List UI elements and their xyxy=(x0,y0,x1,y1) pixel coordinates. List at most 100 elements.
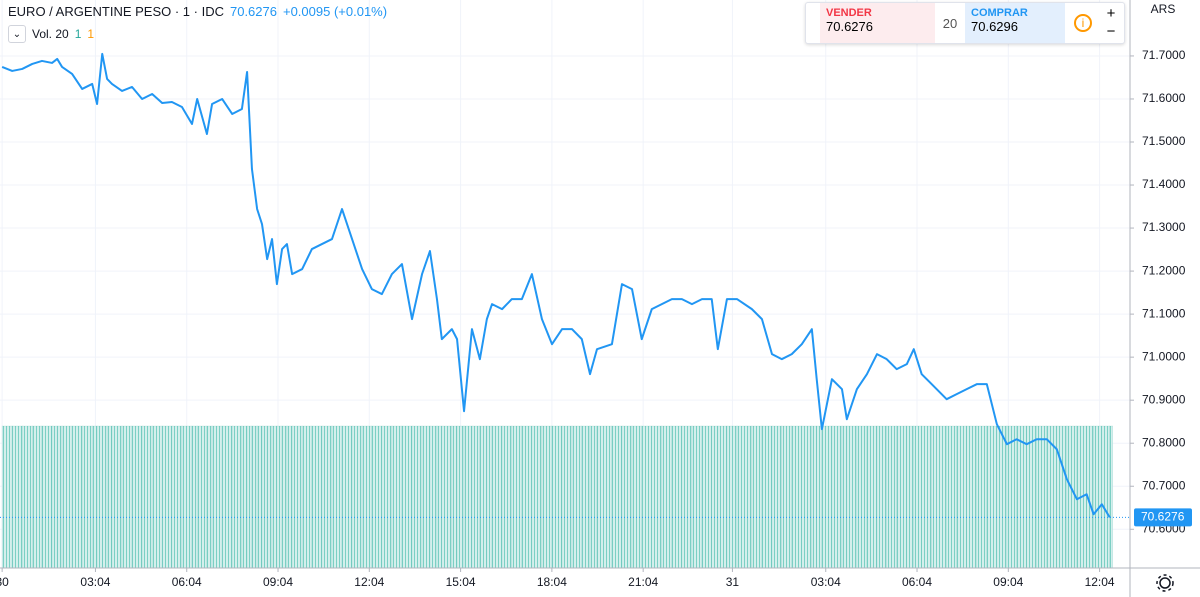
x-tick-label: 03:04 xyxy=(80,575,110,589)
volume-bar xyxy=(701,425,712,569)
volume-bar xyxy=(56,425,63,569)
volume-bar xyxy=(1101,425,1110,569)
x-tick-label: 06:04 xyxy=(172,575,202,589)
volume-bar xyxy=(96,425,103,569)
y-tick-label: 71.3000 xyxy=(1142,220,1186,234)
buy-price: 70.6296 xyxy=(971,19,1018,34)
volume-bar xyxy=(931,425,947,569)
volume-bar xyxy=(1006,425,1017,569)
volume-bar xyxy=(251,425,258,569)
volume-bar xyxy=(801,425,813,569)
volume-bar xyxy=(106,425,113,569)
volume-bar xyxy=(246,425,253,569)
volume-bar xyxy=(211,425,223,569)
symbol: EURO / ARGENTINE PESO · 1 · IDC xyxy=(8,4,224,19)
volume-bar xyxy=(81,425,93,569)
volume-bar xyxy=(913,425,922,569)
volume-bar xyxy=(501,425,513,569)
volume-bar xyxy=(401,425,413,569)
x-tick-label: 12:04 xyxy=(354,575,384,589)
volume-bar xyxy=(286,425,293,569)
volume-bar xyxy=(281,425,288,569)
volume-bar xyxy=(411,425,423,569)
volume-bar xyxy=(831,425,843,569)
volume-bar xyxy=(221,425,233,569)
volume-bar xyxy=(361,425,373,569)
x-tick-label: 06:04 xyxy=(902,575,932,589)
volume-bar xyxy=(151,425,163,569)
volume-bar xyxy=(946,425,957,569)
volume-bar xyxy=(266,425,273,569)
quantity[interactable]: 20 xyxy=(942,15,958,31)
volume-bar xyxy=(381,425,393,569)
volume-bar xyxy=(486,425,493,569)
x-tick-label: 18:04 xyxy=(537,575,567,589)
buy-button[interactable]: COMPRAR 70.6296 xyxy=(965,3,1065,43)
volume-bar xyxy=(241,425,248,569)
volume-bar xyxy=(276,425,283,569)
minus-button[interactable]: − xyxy=(1106,23,1116,40)
volume-bar xyxy=(611,425,623,569)
y-tick-label: 70.7000 xyxy=(1142,478,1186,492)
volume-bar xyxy=(717,425,728,569)
volume-bar xyxy=(781,425,793,569)
volume-bar xyxy=(681,425,693,569)
y-tick-label: 71.2000 xyxy=(1142,263,1186,277)
plus-button[interactable]: + xyxy=(1106,5,1116,22)
volume-bar xyxy=(896,425,908,569)
volume-bar xyxy=(441,425,453,569)
volume-bar xyxy=(463,425,473,569)
sell-price: 70.6276 xyxy=(826,19,873,34)
volume-bar xyxy=(429,425,438,569)
volume-bar xyxy=(821,425,833,569)
volume-bar xyxy=(71,425,83,569)
settings-icon[interactable] xyxy=(1156,574,1174,592)
volume-bar xyxy=(791,425,803,569)
volume-bar xyxy=(761,425,773,569)
y-tick-label: 71.5000 xyxy=(1142,134,1186,148)
x-tick-label: 09:04 xyxy=(263,575,293,589)
volume-bar xyxy=(986,425,998,569)
volume-bar xyxy=(491,425,503,569)
volume-bar xyxy=(111,425,123,569)
y-tick-label: 71.7000 xyxy=(1142,48,1186,62)
volume-bar xyxy=(866,425,878,569)
volume-bar xyxy=(641,425,653,569)
volume-bar xyxy=(271,425,278,569)
collapse-button[interactable]: ⌄ xyxy=(8,25,26,43)
volume-bar xyxy=(291,425,303,569)
volume-bar xyxy=(351,425,363,569)
volume-bar xyxy=(32,425,43,569)
legend-header: EURO / ARGENTINE PESO · 1 · IDC 70.6276 … xyxy=(8,4,387,19)
volume-bar xyxy=(921,425,932,569)
x-tick-label: 15:04 xyxy=(446,575,476,589)
volume-ma: 1 xyxy=(87,27,95,41)
volume-bar xyxy=(956,425,967,569)
volume-bar xyxy=(651,425,663,569)
y-tick-label: 71.6000 xyxy=(1142,91,1186,105)
volume-bar xyxy=(11,425,23,569)
info-button[interactable]: i xyxy=(1065,3,1101,43)
volume-bar xyxy=(391,425,403,569)
volume-bar xyxy=(996,425,1008,569)
volume-bar xyxy=(181,425,193,569)
volume-bar xyxy=(479,425,488,569)
volume-bar xyxy=(1056,425,1068,569)
x-tick-label: 21:04 xyxy=(628,575,658,589)
volume-bar xyxy=(1109,425,1113,569)
volume-bar xyxy=(671,425,683,569)
volume-value: 1 xyxy=(74,27,82,41)
volume-bar xyxy=(596,425,613,569)
last-price: 70.6276 xyxy=(229,4,277,19)
volume-bar xyxy=(551,425,563,569)
volume-bar xyxy=(856,425,868,569)
volume-bar xyxy=(541,425,553,569)
volume-bar xyxy=(196,425,208,569)
volume-bar xyxy=(21,425,33,569)
y-tick-label: 70.9000 xyxy=(1142,392,1186,406)
sell-button[interactable]: VENDER 70.6276 xyxy=(820,3,935,43)
volume-bar xyxy=(886,425,897,569)
x-tick-label: 12:04 xyxy=(1085,575,1115,589)
y-tick-label: 71.0000 xyxy=(1142,349,1186,363)
sell-label: VENDER xyxy=(826,7,872,19)
